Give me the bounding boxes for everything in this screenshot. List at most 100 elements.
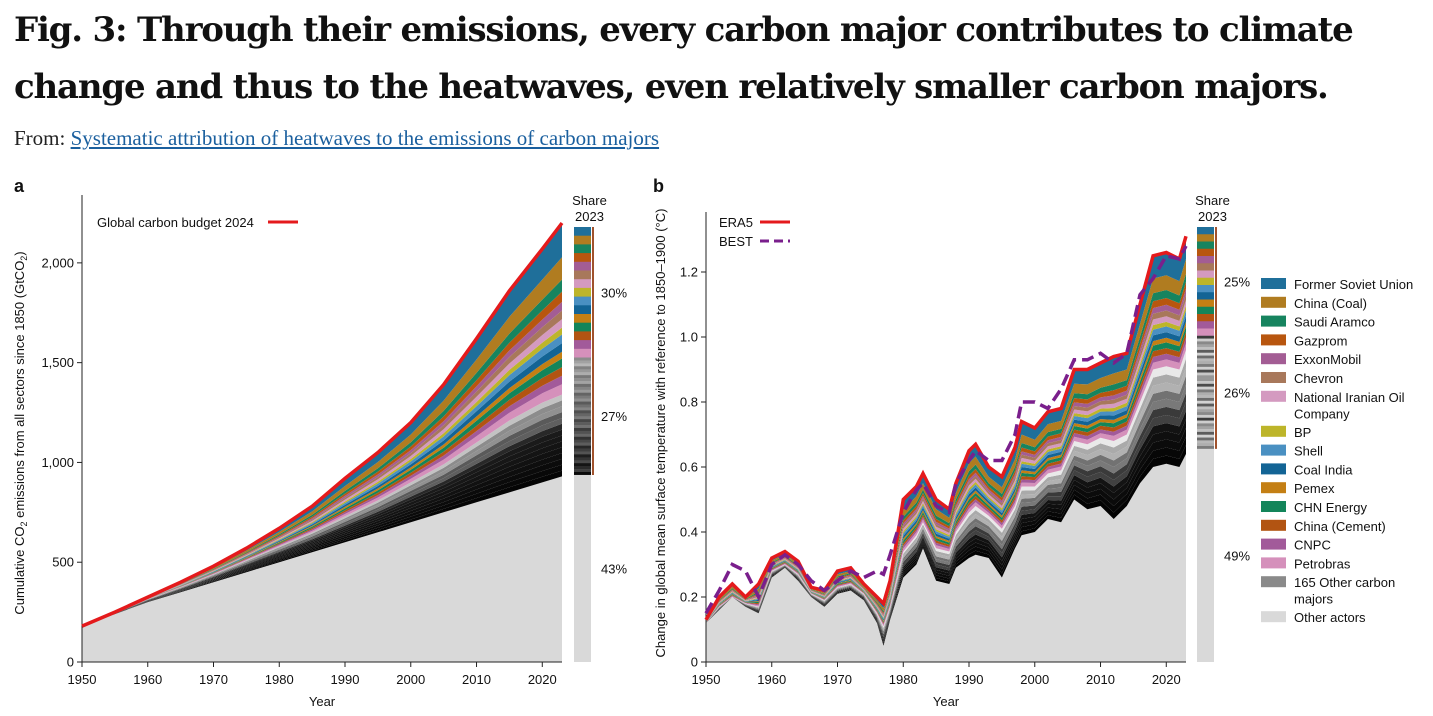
share-grey-stripe <box>574 398 591 402</box>
share-grey-stripe <box>574 357 591 361</box>
share-grey-stripe <box>574 401 591 405</box>
share-grey-stripe <box>574 457 591 461</box>
legend-swatch-1 <box>1261 296 1286 308</box>
share-grey-stripe <box>574 460 591 464</box>
legend-swatch-8 <box>1261 444 1286 456</box>
share-grey-stripe <box>574 389 591 394</box>
figure-title: Fig. 3: Through their emissions, every c… <box>14 10 1354 107</box>
legend-swatch-2 <box>1261 315 1286 327</box>
legend-swatch-15 <box>1261 576 1286 588</box>
share-grey-stripe <box>1197 366 1214 370</box>
share-grey-stripe <box>574 375 591 379</box>
legend-label-6: National Iranian Oil <box>1294 390 1405 405</box>
share-grey-stripe <box>1197 352 1214 356</box>
share-grey-stripe <box>574 395 591 399</box>
share-segment-10 <box>1197 299 1214 308</box>
share-grey-stripe <box>1197 420 1214 424</box>
share-grey-stripe <box>574 422 591 426</box>
share-grey-stripe <box>574 419 591 423</box>
x-tick-label: 1980 <box>265 672 294 687</box>
share-grey-stripe <box>574 433 591 438</box>
share-grey-stripe <box>1197 412 1214 416</box>
legend-swatch-6 <box>1261 390 1286 402</box>
share-grey-stripe <box>574 372 591 376</box>
other-carbon-majors-area-2 <box>82 464 562 627</box>
share-grey-stripe <box>574 436 591 441</box>
share-grey-stripe <box>574 366 591 370</box>
x-tick-label: 1950 <box>68 672 97 687</box>
y-tick-label: 0.4 <box>680 525 698 540</box>
share-value-other-majors: 26% <box>1224 385 1250 400</box>
share-grey-stripe <box>574 472 591 476</box>
share-segment-13 <box>1197 321 1214 329</box>
other-carbon-majors-area-5 <box>82 447 562 627</box>
from-label: From: <box>14 126 66 150</box>
legend-label-6-line2: Company <box>1294 406 1350 421</box>
share-grey-stripe <box>1197 434 1214 438</box>
share-segment-5 <box>574 270 591 280</box>
y-axis-title-part: emissions from all sectors since 1850 (G… <box>12 261 27 522</box>
share-segment-13 <box>574 340 591 350</box>
y-tick-label: 0.2 <box>680 590 698 605</box>
share-segment-8 <box>574 296 591 306</box>
legend-swatch-0 <box>1261 278 1286 289</box>
share-grey-stripe <box>574 413 591 417</box>
legend-label-14: Petrobras <box>1294 556 1351 571</box>
share-value-other-actors: 49% <box>1224 548 1250 563</box>
legend-label-5: Chevron <box>1294 371 1343 386</box>
share-segment-8 <box>1197 285 1214 293</box>
y-tick-label: 0 <box>691 655 698 670</box>
share-grey-stripe <box>1197 347 1214 351</box>
share-grey-stripe <box>1197 409 1214 413</box>
share-grey-stripe <box>574 466 591 470</box>
share-grey-stripe <box>1197 349 1214 354</box>
share-title: Share <box>1195 193 1230 208</box>
share-year: 2023 <box>575 209 604 224</box>
y-axis-title-part: ) <box>12 251 27 255</box>
legend-label-15: 165 Other carbon <box>1294 575 1395 590</box>
share-grey-stripe <box>1197 369 1214 373</box>
share-segment-2 <box>1197 241 1214 250</box>
x-tick-label: 1990 <box>955 672 984 687</box>
share-segment-6 <box>574 279 591 289</box>
share-grey-stripe <box>1197 344 1214 348</box>
legend-swatch-10 <box>1261 482 1286 494</box>
panel-letter: a <box>14 176 25 196</box>
y-tick-label: 1,000 <box>41 455 74 470</box>
share-segment-11 <box>574 322 591 332</box>
other-carbon-majors-area-4 <box>82 453 562 627</box>
stacked-areas <box>706 236 1186 662</box>
share-grey-stripe <box>1197 406 1214 410</box>
legend-label-16: Other actors <box>1294 610 1366 625</box>
legend-budget-label: Global carbon budget 2024 <box>97 215 254 230</box>
y-tick-label: 2,000 <box>41 255 74 270</box>
share-grey-stripe <box>1197 361 1214 365</box>
share-segment-3 <box>1197 248 1214 257</box>
legend-era5-label: ERA5 <box>719 215 753 230</box>
share-segment-7 <box>574 287 591 297</box>
share-grey-stripe <box>574 445 591 449</box>
x-axis-title: Year <box>309 694 336 709</box>
other-carbon-majors-area-6 <box>82 441 562 627</box>
legend-label-15-line2: majors <box>1294 592 1334 607</box>
share-grey-stripe <box>574 469 591 473</box>
y-axis-title: Change in global mean surface temperatur… <box>653 209 668 658</box>
panel-b: 1950 1960 1970 1980 1990 2000 2010 2020 0 0.2 0.4 0… <box>653 176 1188 709</box>
x-tick-label: 1970 <box>199 672 228 687</box>
legend-best-label: BEST <box>719 234 753 249</box>
legend-swatch-16 <box>1261 611 1286 623</box>
y-tick-label: 500 <box>52 555 74 570</box>
x-axis-title: Year <box>933 694 960 709</box>
y-tick-label: 1.2 <box>680 265 698 280</box>
share-grey-stripe <box>1197 446 1214 450</box>
share-value-other-actors: 43% <box>601 561 627 576</box>
legend-swatch-11 <box>1261 501 1286 512</box>
share-segment-4 <box>1197 256 1214 264</box>
global-carbon-budget-line <box>81 221 564 628</box>
share-grey-stripe <box>1197 335 1214 339</box>
source-article-link[interactable]: Systematic attribution of heatwaves to t… <box>70 126 660 150</box>
share-grey-stripe <box>574 392 591 396</box>
y-tick-label: 0 <box>67 655 74 670</box>
legend-label-7: BP <box>1294 425 1311 440</box>
